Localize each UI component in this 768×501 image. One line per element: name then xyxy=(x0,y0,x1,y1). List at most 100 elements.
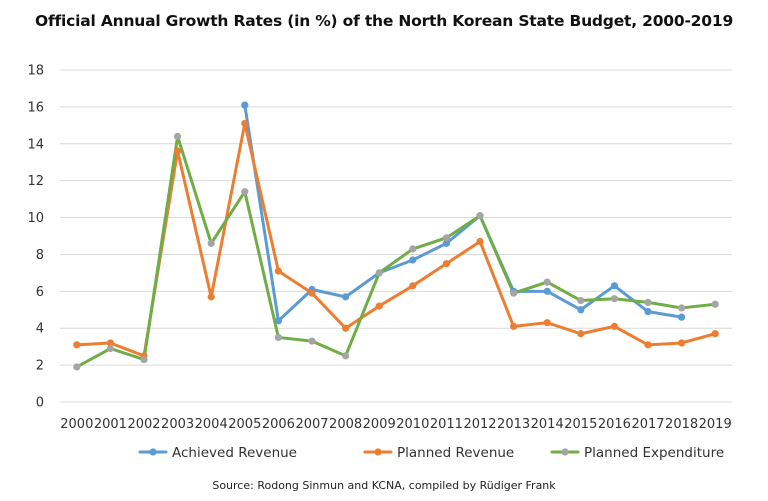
data-point-planned-expenditure-2017 xyxy=(644,298,652,306)
data-point-planned-expenditure-2003 xyxy=(174,132,182,140)
data-point-planned-revenue-2004 xyxy=(207,293,215,301)
y-tick-label-0: 0 xyxy=(36,396,44,411)
data-point-achieved-revenue-2015 xyxy=(577,306,585,314)
data-point-planned-expenditure-2015 xyxy=(577,296,585,305)
x-tick-label-2019: 2019 xyxy=(699,417,732,432)
series-markers xyxy=(73,101,719,371)
x-tick-label-2004: 2004 xyxy=(195,417,228,432)
legend-marker-achieved-revenue xyxy=(149,448,157,456)
y-tick-label-8: 8 xyxy=(36,248,44,263)
y-tick-label-6: 6 xyxy=(36,285,44,300)
data-point-planned-expenditure-2018 xyxy=(678,304,686,312)
data-point-planned-expenditure-2011 xyxy=(442,234,450,242)
data-point-planned-expenditure-2001 xyxy=(106,344,114,353)
data-point-planned-revenue-2011 xyxy=(442,260,450,268)
data-point-planned-expenditure-2002 xyxy=(140,355,148,364)
data-point-planned-revenue-2000 xyxy=(73,341,81,349)
data-point-planned-revenue-2012 xyxy=(476,237,484,246)
data-point-achieved-revenue-2017 xyxy=(644,308,652,316)
x-tick-label-2002: 2002 xyxy=(127,417,160,432)
data-point-achieved-revenue-2011 xyxy=(442,239,450,247)
legend-marker-planned-expenditure xyxy=(561,448,569,456)
legend-label-planned-expenditure: Planned Expenditure xyxy=(584,445,724,461)
data-point-planned-revenue-2010 xyxy=(409,282,417,290)
data-point-achieved-revenue-2005 xyxy=(241,101,249,109)
series-line-planned-revenue xyxy=(75,121,717,358)
data-point-planned-expenditure-2005 xyxy=(241,188,249,196)
data-point-planned-expenditure-2008 xyxy=(342,352,350,360)
x-tick-label-2011: 2011 xyxy=(430,417,463,432)
data-point-planned-revenue-2001 xyxy=(106,339,114,347)
legend-label-planned-revenue: Planned Revenue xyxy=(397,445,514,461)
y-tick-label-2: 2 xyxy=(36,359,44,374)
x-tick-label-2015: 2015 xyxy=(564,417,597,432)
data-point-planned-revenue-2014 xyxy=(543,319,551,327)
data-point-planned-revenue-2016 xyxy=(610,322,619,330)
data-point-planned-revenue-2003 xyxy=(174,147,182,155)
data-point-planned-revenue-2015 xyxy=(577,330,585,338)
data-point-planned-expenditure-2012 xyxy=(476,212,484,220)
gridlines xyxy=(60,69,732,403)
legend-item-achieved-revenue: Achieved Revenue xyxy=(138,445,297,461)
data-point-planned-revenue-2007 xyxy=(308,289,316,297)
x-tick-label-2018: 2018 xyxy=(665,417,698,432)
data-point-planned-revenue-2006 xyxy=(274,267,282,275)
data-point-planned-expenditure-2019 xyxy=(711,300,719,308)
x-tick-label-2003: 2003 xyxy=(161,417,194,432)
data-point-planned-revenue-2018 xyxy=(678,339,686,347)
y-tick-label-18: 18 xyxy=(27,64,44,79)
data-point-planned-expenditure-2013 xyxy=(509,289,518,297)
x-tick-label-2009: 2009 xyxy=(363,417,396,432)
x-tick-label-2013: 2013 xyxy=(497,417,530,432)
data-point-planned-revenue-2017 xyxy=(644,341,652,349)
data-point-planned-expenditure-2000 xyxy=(73,363,81,371)
x-tick-label-2008: 2008 xyxy=(329,417,362,432)
x-tick-label-2007: 2007 xyxy=(295,417,328,432)
x-tick-label-2014: 2014 xyxy=(531,417,564,432)
data-point-planned-expenditure-2010 xyxy=(409,245,417,253)
legend-marker-planned-revenue xyxy=(374,448,382,456)
data-point-planned-revenue-2009 xyxy=(375,302,383,310)
x-tick-label-2016: 2016 xyxy=(598,417,631,432)
data-point-planned-expenditure-2007 xyxy=(308,337,316,345)
series-lines xyxy=(75,103,717,369)
x-axis-ticks: 2000 2001 2002 2003 2004 2005 2006 2007 2008 2009… xyxy=(60,417,731,432)
y-tick-label-16: 16 xyxy=(27,100,44,115)
data-point-achieved-revenue-2014 xyxy=(543,287,551,295)
data-point-planned-expenditure-2016 xyxy=(610,295,619,303)
y-tick-label-12: 12 xyxy=(27,174,44,189)
data-point-planned-revenue-2019 xyxy=(711,330,719,338)
x-tick-label-2017: 2017 xyxy=(631,417,664,432)
data-point-achieved-revenue-2016 xyxy=(610,282,619,290)
x-tick-label-2010: 2010 xyxy=(396,417,429,432)
x-tick-label-2012: 2012 xyxy=(463,417,496,432)
data-point-achieved-revenue-2006 xyxy=(274,317,282,325)
legend-item-planned-expenditure: Planned Expenditure xyxy=(550,445,724,461)
data-point-planned-revenue-2013 xyxy=(509,322,518,330)
legend-label-achieved-revenue: Achieved Revenue xyxy=(172,445,297,461)
chart-title: Official Annual Growth Rates (in %) of t… xyxy=(34,12,734,30)
y-tick-label-10: 10 xyxy=(27,211,44,226)
x-tick-label-2006: 2006 xyxy=(262,417,295,432)
y-axis-ticks: 0 2 4 6 8 10 12 14 16 18 xyxy=(27,64,44,411)
data-point-achieved-revenue-2010 xyxy=(409,256,417,264)
data-point-achieved-revenue-2018 xyxy=(678,313,686,321)
data-point-planned-expenditure-2004 xyxy=(207,239,215,247)
series-line-planned-expenditure xyxy=(75,134,717,369)
x-tick-label-2001: 2001 xyxy=(94,417,127,432)
data-point-planned-revenue-2008 xyxy=(342,324,350,332)
legend-item-planned-revenue: Planned Revenue xyxy=(363,445,514,461)
x-tick-label-2005: 2005 xyxy=(228,417,261,432)
data-point-planned-expenditure-2014 xyxy=(543,278,551,286)
data-point-achieved-revenue-2008 xyxy=(342,293,350,301)
data-point-planned-revenue-2005 xyxy=(241,119,249,128)
x-tick-label-2000: 2000 xyxy=(60,417,93,432)
legend: Achieved Revenue Planned Revenue Planned E… xyxy=(138,445,724,461)
data-point-planned-expenditure-2006 xyxy=(274,333,282,342)
y-tick-label-4: 4 xyxy=(36,322,44,337)
y-tick-label-14: 14 xyxy=(27,137,44,152)
source-note: Source: Rodong Sinmun and KCNA, compiled… xyxy=(212,479,556,492)
data-point-planned-expenditure-2009 xyxy=(375,269,383,277)
